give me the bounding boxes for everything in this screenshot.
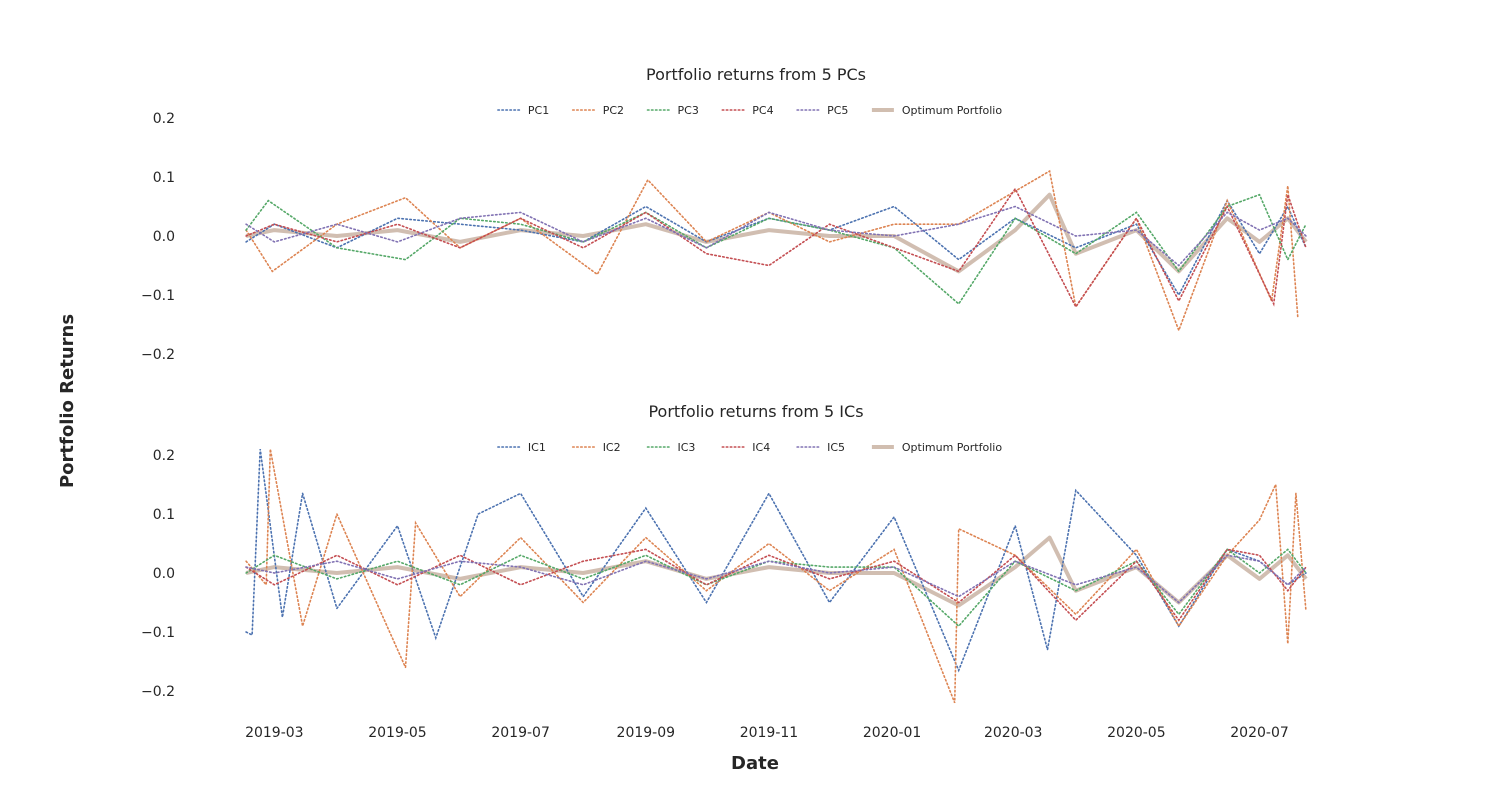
x-tick-label: 2019-03 [245, 725, 304, 741]
series-line-ic4 [245, 548, 1307, 622]
series-line-ic2 [245, 448, 1307, 704]
x-tick-label: 2019-07 [491, 725, 550, 741]
legend-label: PC4 [752, 104, 773, 117]
y-tick-label: 0.1 [153, 170, 175, 186]
y-tick-label: 0.0 [153, 229, 175, 245]
x-tick-label: 2020-05 [1107, 725, 1166, 741]
legend-label: IC2 [603, 441, 621, 454]
legend-label: PC3 [678, 104, 699, 117]
series-line-pc4 [245, 187, 1307, 309]
chart-panel-2: Portfolio returns from 5 ICs −0.2 −0.1 0.0 0… [141, 402, 1308, 741]
legend-label: Optimum Portfolio [902, 441, 1002, 454]
legend-label: IC3 [678, 441, 696, 454]
y-tick-label: −0.2 [141, 684, 175, 700]
x-tick-label: 2019-09 [617, 725, 676, 741]
chart-title: Portfolio returns from 5 ICs [648, 402, 863, 421]
legend: IC1 IC2 IC3 IC4 IC5 Optimum Portfolio [497, 441, 1002, 454]
y-tick-label: 0.1 [153, 507, 175, 523]
y-tick-label: −0.2 [141, 347, 175, 363]
x-axis-label: Date [731, 753, 779, 774]
series-line-ic5 [245, 554, 1307, 604]
legend-label: IC5 [827, 441, 845, 454]
chart-title: Portfolio returns from 5 PCs [646, 65, 866, 84]
y-tick-label: 0.0 [153, 566, 175, 582]
x-tick-label: 2019-11 [740, 725, 799, 741]
x-tick-label: 2020-07 [1230, 725, 1289, 741]
legend-label: PC5 [827, 104, 848, 117]
x-tick-label: 2020-03 [984, 725, 1043, 741]
series-line-pc5 [245, 205, 1307, 267]
legend-label: Optimum Portfolio [902, 104, 1002, 117]
legend-label: PC1 [528, 104, 549, 117]
legend-label: IC4 [752, 441, 770, 454]
series-line-ic1 [245, 448, 1307, 673]
legend: PC1 PC2 PC3 PC4 PC5 Optimum Portfolio [497, 104, 1002, 117]
series-line-pc2 [245, 169, 1299, 333]
y-tick-label: −0.1 [141, 625, 175, 641]
legend-label: IC1 [528, 441, 546, 454]
x-tick-label: 2020-01 [863, 725, 922, 741]
x-tick-label: 2019-05 [368, 725, 427, 741]
series-line-pc3 [245, 193, 1307, 306]
y-axis-label: Portfolio Returns [57, 314, 78, 488]
y-tick-label: 0.2 [153, 448, 175, 464]
y-tick-label: −0.1 [141, 288, 175, 304]
legend-label: PC2 [603, 104, 624, 117]
y-tick-label: 0.2 [153, 111, 175, 127]
chart-panel-1: Portfolio returns from 5 PCs −0.2 −0.1 0.0 0… [141, 65, 1308, 363]
